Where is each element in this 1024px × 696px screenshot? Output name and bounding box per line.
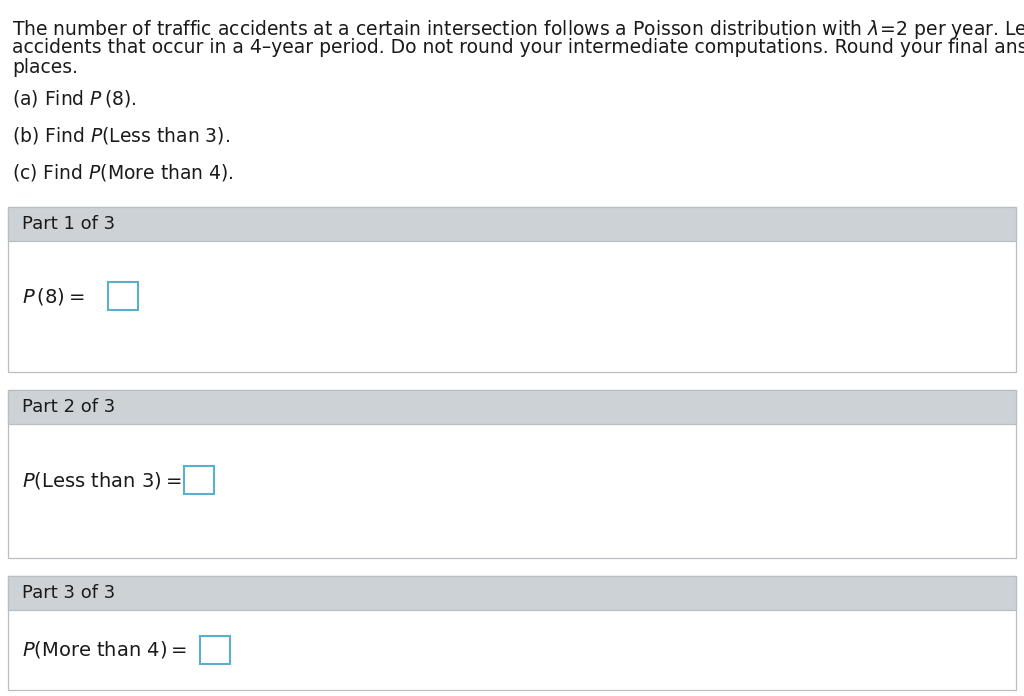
Text: Part 2 of 3: Part 2 of 3 (22, 398, 116, 416)
Bar (8, 576, 1016, 610)
Text: $P$(Less than 3)$=$: $P$(Less than 3)$=$ (22, 470, 181, 491)
Text: $P$(More than 4)$=$: $P$(More than 4)$=$ (22, 640, 187, 661)
Text: places.: places. (12, 58, 78, 77)
Text: Part 1 of 3: Part 1 of 3 (22, 215, 115, 233)
Bar (8, 207, 1016, 241)
Text: (c) Find $P$(More than 4).: (c) Find $P$(More than 4). (12, 162, 233, 183)
Text: Part 3 of 3: Part 3 of 3 (22, 584, 116, 602)
Bar (184, 466, 214, 494)
Text: accidents that occur in a 4–year period. Do not round your intermediate computat: accidents that occur in a 4–year period.… (12, 38, 1024, 57)
Bar (108, 282, 138, 310)
Bar (8, 207, 1016, 372)
Text: (a) Find $P\,(8)$.: (a) Find $P\,(8)$. (12, 88, 136, 109)
Text: $P\,(8)=$: $P\,(8)=$ (22, 285, 85, 306)
Text: The number of traffic accidents at a certain intersection follows a Poisson dist: The number of traffic accidents at a cer… (12, 18, 1024, 41)
Bar (8, 390, 1016, 424)
Text: (b) Find $P$(Less than 3).: (b) Find $P$(Less than 3). (12, 125, 230, 146)
Bar (8, 390, 1016, 558)
Bar (200, 636, 230, 664)
Bar (8, 576, 1016, 690)
